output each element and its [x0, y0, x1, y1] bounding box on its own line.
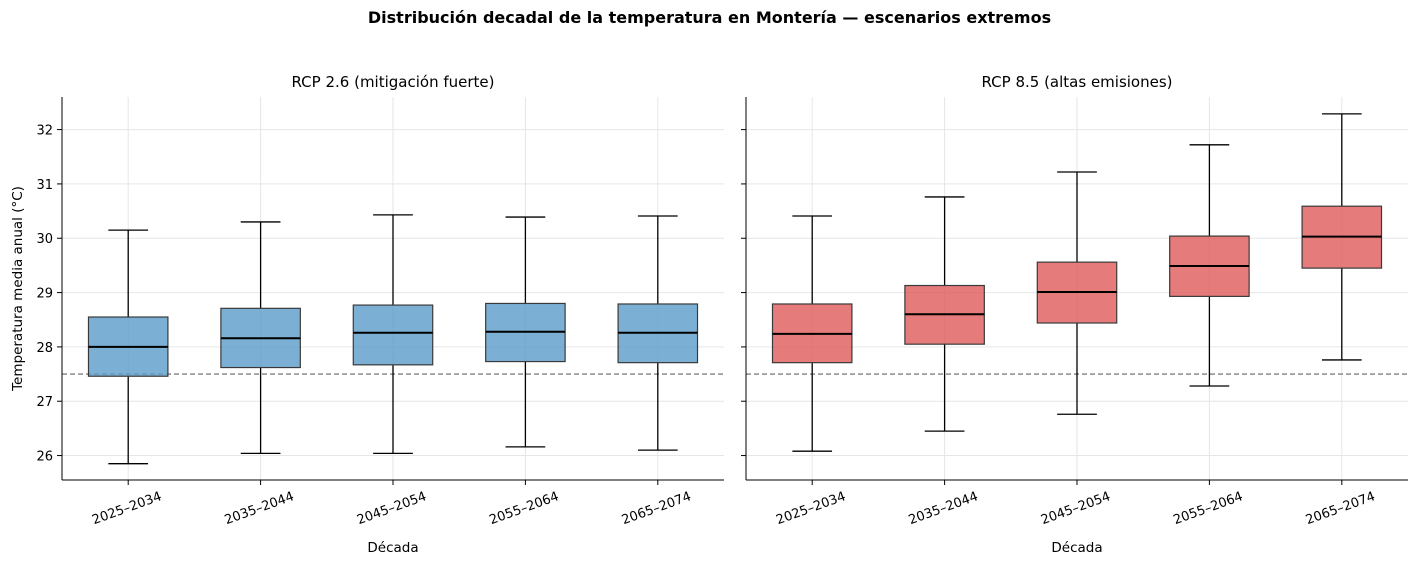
- y-tick-label: 32: [36, 124, 53, 139]
- box-2045–2054: [1036, 171, 1118, 415]
- iqr-box: [352, 304, 434, 366]
- figure-title: Distribución decadal de la temperatura e…: [367, 8, 1052, 27]
- y-tick-label: 30: [36, 232, 53, 247]
- y-tick-label: 26: [36, 450, 53, 465]
- box-2035–2044: [904, 196, 985, 432]
- x-tick-label: 2025–2034: [90, 489, 163, 528]
- panel-2: 2025–2034 2035–2044 2045–2054 2055–2064 2065…: [741, 73, 1408, 556]
- box-2055–2064: [485, 216, 566, 448]
- x-tick-label: 2035–2044: [907, 489, 980, 528]
- x-tick-label: 2045–2054: [355, 489, 428, 528]
- panel-1: 26 27 28 29 30 31 32 2025–2034 2035–2044 2045–205…: [36, 73, 724, 556]
- box-2025–2034: [771, 215, 853, 452]
- x-tick-label: 2065–2074: [620, 489, 693, 528]
- panel-title: RCP 2.6 (mitigación fuerte): [292, 73, 495, 91]
- x-tick-label: 2035–2044: [223, 489, 296, 528]
- panel-title: RCP 8.5 (altas emisiones): [981, 73, 1172, 91]
- x-axis-label: Década: [367, 540, 418, 556]
- box-2055–2064: [1169, 144, 1250, 387]
- y-axis-label: Temperatura media anual (°C): [10, 186, 26, 392]
- y-tick-label: 31: [36, 178, 53, 193]
- box-2035–2044: [220, 221, 301, 455]
- x-tick-label: 2055–2064: [487, 489, 560, 528]
- y-tick-label: 28: [36, 341, 53, 356]
- box-2065–2074: [1301, 113, 1383, 361]
- x-tick-label: 2025–2034: [774, 489, 847, 528]
- box-2025–2034: [87, 229, 169, 465]
- y-tick-label: 27: [36, 395, 53, 410]
- box-2065–2074: [617, 215, 699, 451]
- x-axis-label: Década: [1051, 540, 1102, 556]
- x-tick-label: 2065–2074: [1304, 489, 1377, 528]
- box-2045–2054: [352, 214, 434, 455]
- x-tick-label: 2055–2064: [1171, 489, 1244, 528]
- x-tick-label: 2045–2054: [1039, 489, 1112, 528]
- y-tick-label: 29: [36, 287, 53, 302]
